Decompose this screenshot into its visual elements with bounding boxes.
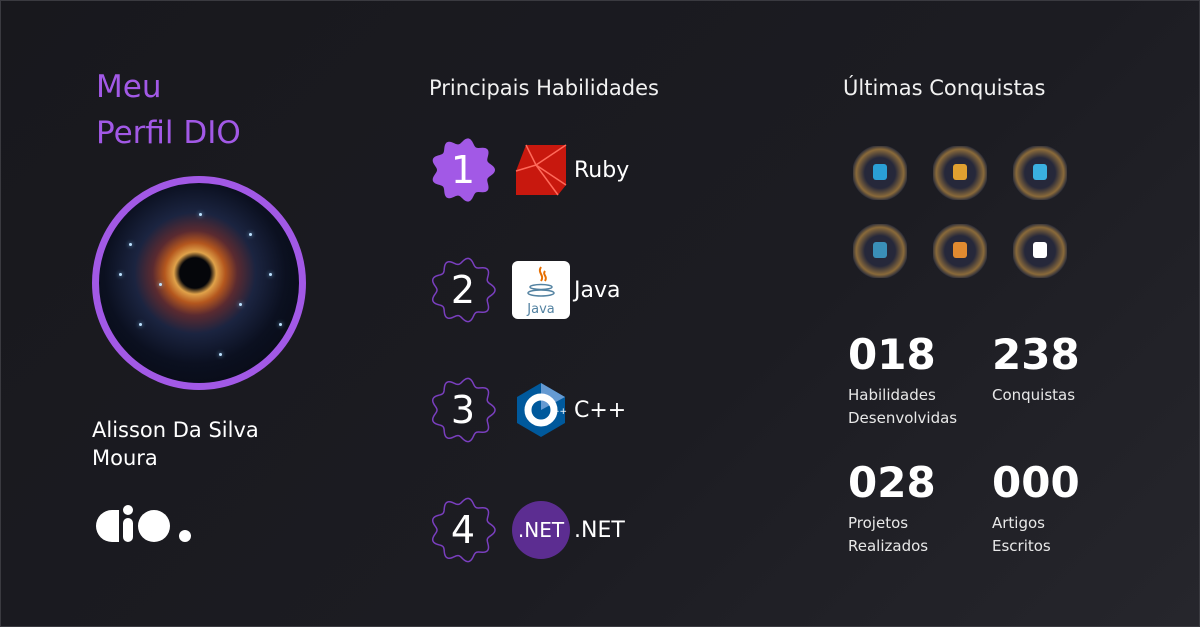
star [219,353,222,356]
stat-label: Habilidades Desenvolvidas [848,386,958,427]
skills-heading: Principais Habilidades [429,76,659,100]
lock-badge-icon[interactable] [853,224,907,278]
star [199,213,202,216]
rank-badge: 2 [428,255,498,325]
skill-item: 4 .NET .NET [428,495,625,565]
stat-value: 000 [992,458,1080,507]
skill-item: 1 Ruby [428,135,629,205]
rank-badge: 3 [428,375,498,445]
star [159,283,162,286]
star [249,233,252,236]
code-badge-icon[interactable] [1013,146,1067,200]
svg-text:++: ++ [552,407,567,417]
stat-label: Projetos Realizados [848,514,929,555]
stat-label: Artigos Escritos [992,514,1051,555]
stat-value: 238 [992,330,1080,379]
skill-item: 2 Java Java [428,255,620,325]
star [239,303,242,306]
skill-label: Ruby [574,157,630,183]
star [119,273,122,276]
svg-text:Java: Java [526,302,554,317]
rank-badge: 1 [428,135,498,205]
svg-text:.NET: .NET [518,518,565,542]
dio-logo [96,504,191,542]
bars-badge-icon[interactable] [933,146,987,200]
avatar [92,176,306,390]
dotnet-icon: .NET [512,501,570,559]
skill-label: C++ [574,397,627,423]
skill-label: Java [574,277,621,303]
stat-value: 028 [848,458,936,507]
page-title: Meu Perfil DIO [96,69,241,151]
star [139,323,142,326]
profile-name: Alisson Da Silva Moura [92,418,259,470]
java-icon: Java [512,261,570,319]
star [129,243,132,246]
grid-badge-icon[interactable] [853,146,907,200]
skill-label: .NET [574,517,625,543]
skill-item: 3 ++ C++ [428,375,626,445]
achievements-heading: Últimas Conquistas [843,76,1046,100]
stat-value: 018 [848,330,936,379]
star [279,323,282,326]
rank-badge: 4 [428,495,498,565]
ruby-icon [512,141,570,199]
database-badge-icon[interactable] [933,224,987,278]
lightning-badge-icon[interactable] [1013,224,1067,278]
star [269,273,272,276]
stat-label: Conquistas [992,386,1076,404]
cpp-icon: ++ [512,381,570,439]
